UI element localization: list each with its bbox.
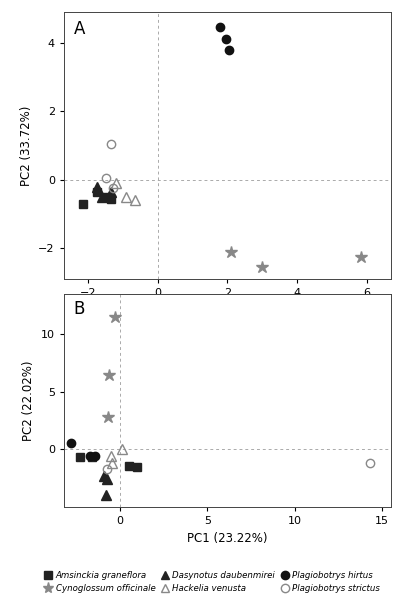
Text: B: B bbox=[74, 301, 85, 319]
Text: A: A bbox=[74, 20, 85, 38]
Legend: Amsinckia graneflora, Cynoglossum officinale, Dasynotus daubenmirei, Hackelia ve: Amsinckia graneflora, Cynoglossum offici… bbox=[40, 568, 383, 596]
X-axis label: PC1 (23.22%): PC1 (23.22%) bbox=[187, 532, 268, 545]
Y-axis label: PC2 (22.02%): PC2 (22.02%) bbox=[22, 360, 35, 441]
Y-axis label: PC2 (33.72%): PC2 (33.72%) bbox=[20, 106, 33, 185]
X-axis label: PC1 (41.57%): PC1 (41.57%) bbox=[187, 304, 268, 317]
